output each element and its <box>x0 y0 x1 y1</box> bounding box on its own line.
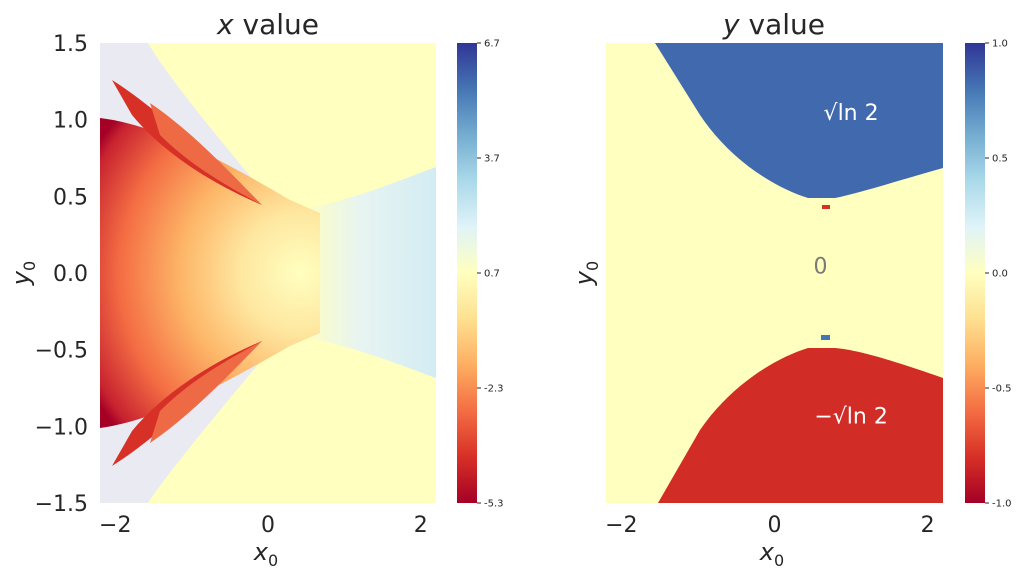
y-tick-label: −1.0 <box>35 415 88 440</box>
y-value-region-negative <box>658 348 943 503</box>
y-tick-label: 0.0 <box>53 262 88 287</box>
x-value-heatmap <box>100 43 436 503</box>
region-annotation: 0 <box>813 254 827 279</box>
y-panel-title: y value <box>722 8 825 41</box>
region-annotation: −√ln 2 <box>814 405 888 430</box>
x-colorbar-ticks: 6.7 3.7 0.7 -2.3 -5.3 <box>477 39 504 510</box>
y-panel-xlabel: x0 <box>759 538 784 570</box>
y-panel-x-ticks: −2 0 2 <box>605 513 935 538</box>
colorbar-tick-label: 6.7 <box>484 39 500 50</box>
y-value-speck-red <box>822 205 830 209</box>
y-value-heatmap <box>606 43 943 503</box>
colorbar-tick-label: -5.3 <box>484 499 504 510</box>
colorbar-tick-label: -1.0 <box>992 499 1012 510</box>
y-panel-ylabel: y0 <box>570 261 602 286</box>
x-panel-xlabel: x0 <box>253 538 278 570</box>
x-colorbar <box>457 43 477 503</box>
x-value-spike-upper-inner <box>150 103 262 205</box>
x-tick-label: 0 <box>261 513 275 538</box>
y-tick-label: −1.5 <box>35 492 88 517</box>
colorbar-tick-label: -2.3 <box>484 384 504 395</box>
x-panel-x-ticks: −2 0 2 <box>99 513 428 538</box>
colorbar-tick-label: 0.5 <box>992 154 1008 165</box>
y-colorbar <box>965 43 985 503</box>
x-value-region-plateau <box>148 43 436 503</box>
x-panel-ylabel: y0 <box>7 261 39 286</box>
x-value-region-right <box>300 167 436 378</box>
y-colorbar-ticks: 1.0 0.5 0.0 -0.5 -1.0 <box>985 39 1012 510</box>
y-tick-label: 0.5 <box>53 185 88 210</box>
y-tick-label: −0.5 <box>35 339 88 364</box>
x-value-region-core <box>100 118 320 428</box>
y-tick-label: 1.0 <box>53 109 88 134</box>
x-value-spike-lower-inner <box>150 341 262 443</box>
x-tick-label: 2 <box>921 513 935 538</box>
region-annotation: √ln 2 <box>824 101 879 126</box>
y-value-region-positive <box>655 43 943 198</box>
x-tick-label: −2 <box>605 513 637 538</box>
colorbar-tick-label: 3.7 <box>484 154 500 165</box>
y-tick-label: 1.5 <box>53 32 88 57</box>
colorbar-tick-label: 0.7 <box>484 269 500 280</box>
x-panel-y-ticks: 1.5 1.0 0.5 0.0 −0.5 −1.0 −1.5 <box>35 32 88 517</box>
x-panel-title: x value <box>216 8 319 41</box>
colorbar-tick-label: 1.0 <box>992 39 1008 50</box>
y-value-panel: y value −2 0 2 x0 y0 √ln 2 0 −√ln 2 1.0 0.5 0.… <box>570 8 1012 570</box>
colorbar-tick-label: -0.5 <box>992 384 1012 395</box>
x-tick-label: −2 <box>99 513 131 538</box>
x-tick-label: 2 <box>414 513 428 538</box>
y-value-speck-blue <box>821 335 830 340</box>
colorbar-tick-label: 0.0 <box>992 269 1008 280</box>
y-panel-annotations: √ln 2 0 −√ln 2 <box>813 101 887 430</box>
x-value-panel: x value 1.5 1.0 0.5 0.0 −0.5 −1.0 −1.5 −2 0 2 x0… <box>7 8 504 570</box>
x-tick-label: 0 <box>768 513 782 538</box>
